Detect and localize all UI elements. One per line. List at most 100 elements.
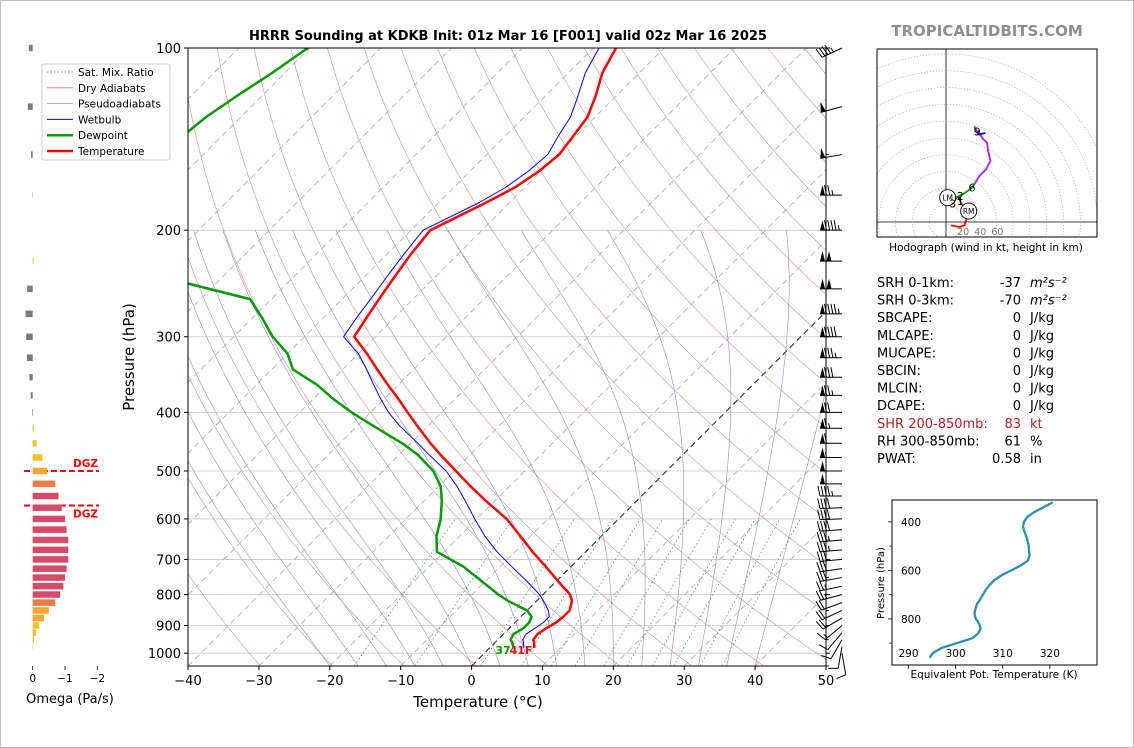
wind-barb-flag (822, 561, 828, 571)
theta-e-x-tick-label: 290 (898, 648, 918, 660)
wind-barb (816, 561, 843, 573)
wind-barb-flag (827, 485, 831, 497)
theta-e-xlabel: Equivalent Pot. Temperature (K) (910, 669, 1077, 681)
wind-barb-flag (826, 509, 831, 520)
x-tick-label: −30 (245, 674, 272, 689)
wind-barb-flag (815, 590, 822, 601)
omega-bar (32, 591, 61, 598)
wind-barb-staff (820, 585, 843, 592)
wind-barb-flag (821, 655, 832, 660)
stats-value: -70 (1000, 294, 1021, 309)
wind-barb-flag (827, 347, 831, 358)
wind-barb-flag (816, 561, 821, 572)
stats-value: 0 (1013, 329, 1021, 344)
stats-value: 83 (1004, 417, 1021, 432)
wind-barb-flag (823, 498, 827, 509)
hodograph-ring-label: 20 (957, 227, 969, 238)
wind-barb (820, 385, 842, 396)
chart-title: HRRR Sounding at KDKB Init: 01z Mar 16 [… (249, 29, 767, 44)
pseudoadiabat (607, 230, 685, 666)
x-tick-label: 0 (467, 674, 475, 689)
mixing-ratio-line (480, 518, 575, 666)
omega-bar (32, 425, 34, 432)
wind-barb-flag (815, 601, 822, 611)
wind-barb-staff (820, 529, 843, 532)
wind-barb (817, 498, 843, 510)
dry-adiabat (188, 477, 333, 666)
wind-barb-halfflag (831, 189, 834, 196)
omega-bar (32, 515, 65, 523)
wind-barb (815, 580, 843, 592)
hodograph-marker-circle (960, 202, 978, 220)
stats-unit: kt (1030, 417, 1043, 432)
stats-label: SBCIN: (877, 364, 921, 379)
mixing-ratio-line (603, 518, 690, 666)
wind-barb-flag (830, 326, 834, 337)
wind-barb-flag (820, 509, 824, 520)
dry-adiabat (583, 48, 826, 340)
theta-e-axes: 290 300 310 320 400 600 800 (888, 517, 1060, 669)
hodograph-ring (895, 171, 997, 237)
omega-bar (32, 629, 36, 636)
wind-barb-halfflag (823, 633, 828, 638)
hodograph-height-label: 3 (949, 198, 956, 211)
isotherm-line (188, 48, 807, 666)
y-tick-label: 600 (156, 513, 181, 528)
wind-barb-pennant (820, 220, 825, 231)
omega-bar (32, 504, 62, 511)
wind-barb-pennant (820, 185, 825, 196)
wind-barb (820, 184, 842, 196)
x-tick-label: −20 (316, 674, 343, 689)
wind-barb-flag (816, 521, 821, 532)
wind-barb-flag (820, 485, 824, 497)
theta-e-y-tick-label: 800 (901, 614, 921, 626)
theta-e-line (928, 501, 1054, 659)
stats-label: RH 300-850mb: (877, 434, 980, 449)
x-tick-label: 10 (534, 674, 551, 689)
hodograph-ring (877, 137, 1031, 237)
wind-barb-halfflag (834, 352, 837, 358)
omega-bar (32, 636, 34, 643)
wind-barb-flag (815, 621, 824, 630)
wind-barb-flag (815, 611, 823, 621)
stats-value: 0 (1013, 382, 1021, 397)
theta-e-panel: 290 300 310 320 400 600 800 Equivalent Pot. Te… (876, 499, 1098, 681)
wind-barb (815, 44, 843, 58)
stats-row: MLCAPE: 0 J/kg (877, 329, 1054, 344)
hodograph-height-label: 6 (969, 182, 976, 195)
omega-bar (32, 556, 69, 563)
wind-barb-flag (823, 509, 827, 520)
isotherm-line (542, 381, 826, 666)
omega-bar (32, 257, 34, 265)
isotherm-line (258, 98, 826, 666)
stats-row: SBCIN: 0 J/kg (877, 364, 1054, 379)
stats-label: MLCAPE: (877, 329, 934, 344)
wind-barb-flag (819, 561, 824, 572)
wind-barb-flag (827, 367, 831, 378)
wind-barb-flag (824, 385, 827, 396)
wind-barb-flag (819, 531, 824, 542)
omega-axes: 0 −1 −2 (29, 666, 105, 685)
wind-barb-halfflag (824, 584, 828, 590)
wind-barb-halfflag (825, 452, 827, 458)
dry-adiabat (290, 48, 764, 666)
omega-bar (29, 374, 33, 381)
wind-barb-staff (827, 632, 843, 650)
wind-barb-flag (827, 303, 831, 314)
wind-barb-flag (824, 303, 827, 314)
theta-e-x-tick-label: 300 (946, 648, 966, 660)
wind-barb-pennant (826, 251, 832, 262)
wind-barb-flag (822, 570, 828, 581)
omega-bar (32, 440, 37, 447)
theta-e-x-tick-label: 320 (1040, 648, 1060, 660)
pseudoadiabat (188, 460, 331, 666)
omega-tick-label: −2 (90, 673, 105, 685)
wind-barb-halfflag (824, 593, 828, 599)
theta-e-ylabel: Pressure (hPa) (876, 547, 887, 619)
legend-label: Dry Adiabats (78, 83, 146, 95)
skewt-xlabel: Temperature (°C) (412, 693, 542, 711)
wind-barb-flag (816, 541, 821, 552)
wind-barb-halfflag (828, 423, 831, 429)
wind-barb (816, 541, 843, 553)
